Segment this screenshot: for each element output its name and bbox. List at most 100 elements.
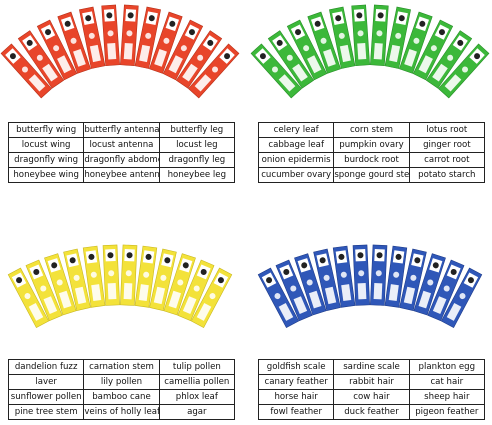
slide [134,245,158,308]
specimen-spot [90,271,97,278]
slide-label [168,55,183,74]
specimen-spot [306,279,313,286]
slide-label [194,74,212,92]
slide [102,244,120,306]
slide-label [432,296,447,315]
slide-label [278,303,294,321]
slide-icon [164,257,171,264]
slide-icon [376,252,383,259]
slide-label [418,55,433,74]
slide [175,30,223,89]
slide [25,259,63,322]
specimen-spot [320,37,327,44]
specimen-cell: honeybee wing [7,167,85,183]
specimen-spot [290,285,297,292]
specimen-spot [443,285,450,292]
specimen-cell: tulip pollen [158,359,236,375]
specimen-spot [24,293,31,300]
slide-fan [0,4,240,99]
slide [275,259,313,322]
slide-label [404,48,417,67]
specimen-spot [145,32,152,39]
slide-label [432,63,448,82]
specimen-cell: ginger root [408,137,486,153]
slide-label [123,283,133,300]
specimen-table: celery leaf corn stem lotus root cabbage le… [257,122,486,183]
slide-icon [432,262,439,269]
slide-icon [217,277,224,284]
slide [134,6,161,69]
specimen-spot [88,32,95,39]
specimen-cell: sardine scale [333,359,410,375]
slide-label [154,48,167,67]
slide-icon [200,268,207,275]
slide-label [323,48,336,67]
specimen-spot [462,66,469,73]
specimen-spot [430,45,437,52]
slide-icon [224,53,231,60]
slide-icon [301,262,308,269]
specimen-cell: cow hair [333,389,410,405]
slide [120,4,139,67]
table-row: celery leaf corn stem lotus root [257,122,486,138]
specimen-cell: cucumber ovary [257,167,335,183]
slide-label [373,43,383,60]
slide [440,267,483,329]
specimen-spot [395,32,402,39]
specimen-cell: sponge gourd stem [333,167,410,183]
slide-label [182,63,198,82]
table-row: dandelion fuzz carnation stem tulip pollen [7,359,236,375]
slide-icon [314,20,321,27]
specimen-cell: canary feather [257,374,335,390]
slide [294,253,327,316]
specimen-cell: locust antenna [83,137,160,153]
slide-label [58,290,72,309]
slide-icon [357,252,364,259]
slide-label [357,43,367,60]
specimen-spot [36,54,43,61]
slide [149,248,177,311]
slide-icon [33,268,40,275]
specimen-cell: goldfish scale [257,359,335,375]
specimen-table: dandelion fuzz carnation stem tulip pollen… [7,359,236,420]
specimen-cell: agar [158,404,236,420]
specimen-cell: honeybee leg [158,167,236,183]
specimen-cell: lily pollen [83,374,160,390]
table-row: horse hair cow hair sheep hair [257,389,486,405]
slide-icon [88,253,95,260]
slide [120,244,138,306]
specimen-cell: lotus root [408,122,486,138]
specimen-spot [108,270,115,277]
slide-icon [283,268,290,275]
specimen-spot [338,32,345,39]
specimen-spot [160,274,167,281]
specimen-spot [70,37,77,44]
table-row: cabbage leaf pumpkin ovary ginger root [257,137,486,153]
slide-label [57,55,72,74]
specimen-cell: veins of holly leaf [83,404,160,420]
specimen-spot [126,30,133,37]
slide-icon [276,39,283,46]
slide [57,11,92,74]
specimen-spot [274,293,281,300]
specimen-cell: corn stem [333,122,410,138]
slide-label [107,283,117,300]
slide [63,248,91,311]
slide [148,11,183,74]
slide-icon [9,53,16,60]
slide-label [444,74,462,92]
specimen-spot [40,285,47,292]
slide-icon [419,20,426,27]
specimen-spot [393,271,400,278]
slide-fan [257,244,483,329]
table-row: pine tree stem veins of holly leaf agar [7,404,236,420]
slide-icon [295,29,302,36]
slide [0,43,53,99]
slide-icon [338,253,345,260]
slide-label [373,283,383,300]
slide-label [357,283,367,300]
slide-label [139,44,151,63]
specimen-cell: dragonfly abdomen [83,152,160,168]
specimen-cell: camellia pollen [158,374,236,390]
